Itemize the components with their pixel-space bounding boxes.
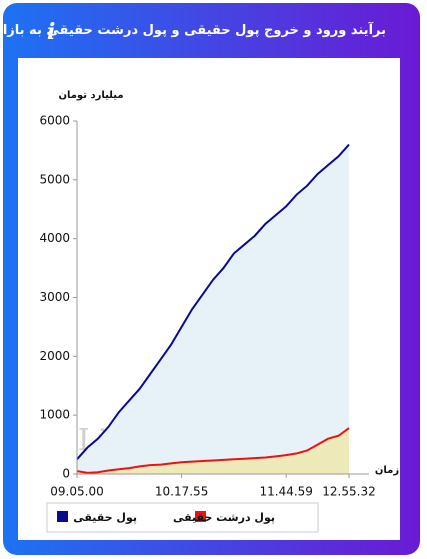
x-tick-label: 09.05.00 [50,485,103,499]
legend-swatch [195,511,206,522]
legend-box [46,502,319,533]
series-line [76,427,350,474]
header-title: برآیند ورود و خروج پول حقیقی و پول درشت … [0,23,386,38]
series-line [76,143,350,460]
x-tick-label: 12.55.32 [322,485,375,499]
info-icon[interactable]: i [47,19,56,45]
y-tick-label: 3000 [39,290,70,304]
y-tick-label: 2000 [39,349,70,363]
legend-label: پول درشت حقیقی [173,511,275,524]
y-tick-label: 1000 [39,408,70,422]
legend-label: پول حقیقی [73,511,137,524]
x-axis-label: زمان [375,465,399,476]
legend-swatch [57,511,68,522]
area-fill [77,144,349,474]
y-tick-label: 4000 [39,231,70,245]
chart: ميليارد تومان زمان LiveTSE.ir01000200030… [39,90,399,533]
chart-panel: ميليارد تومان زمان LiveTSE.ir01000200030… [18,58,400,540]
x-tick-label: 11.44.59 [260,485,313,499]
header: i برآیند ورود و خروج پول حقیقی و پول درش… [0,3,420,58]
y-tick-label: 6000 [39,114,70,128]
y-tick-label: 5000 [39,172,70,186]
x-tick-label: 10.17.55 [155,485,208,499]
card: i برآیند ورود و خروج پول حقیقی و پول درش… [0,3,420,555]
y-axis-label: ميليارد تومان [58,90,123,101]
y-tick-label: 0 [62,467,70,481]
area-fill [77,428,349,474]
